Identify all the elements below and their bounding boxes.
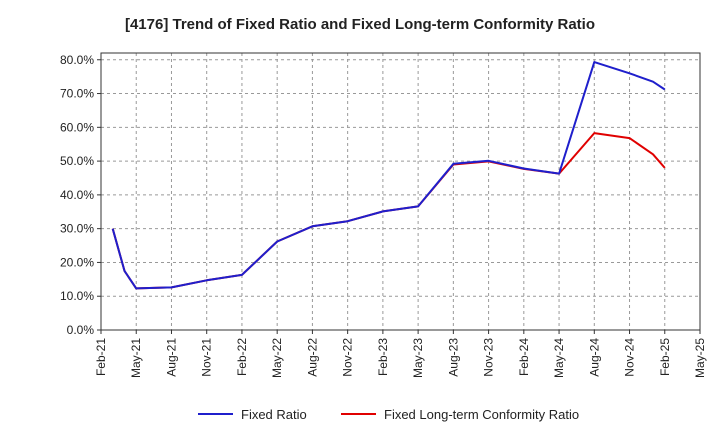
- x-tick-label: Feb-22: [235, 338, 249, 376]
- y-tick-label: 60.0%: [60, 120, 94, 134]
- chart-title: [4176] Trend of Fixed Ratio and Fixed Lo…: [124, 16, 596, 33]
- x-tick-label: Feb-21: [94, 338, 108, 376]
- y-tick-label: 80.0%: [60, 53, 94, 67]
- x-tick-label: Aug-23: [446, 338, 460, 377]
- x-tick-label: Feb-24: [517, 338, 531, 376]
- x-tick-label: May-24: [552, 338, 566, 378]
- y-tick-label: 0.0%: [67, 323, 95, 337]
- x-tick-label: Feb-25: [658, 338, 672, 376]
- y-tick-label: 30.0%: [60, 222, 94, 236]
- x-tick-label: Nov-22: [341, 338, 355, 377]
- y-tick-label: 20.0%: [60, 255, 94, 269]
- y-tick-label: 40.0%: [60, 188, 94, 202]
- x-tick-label: Nov-24: [623, 338, 637, 377]
- y-tick-label: 70.0%: [60, 87, 94, 101]
- series-line-fixed-ratio: [111, 61, 666, 290]
- y-tick-label: 50.0%: [60, 154, 94, 168]
- legend-fixed-long-term-conformity-ratio-label: Fixed Long-term Conformity Ratio: [384, 407, 579, 422]
- x-tick-label: May-25: [693, 338, 707, 378]
- x-tick-label: Aug-24: [587, 338, 601, 377]
- x-tick-label: Feb-23: [376, 338, 390, 376]
- x-tick-label: May-23: [411, 338, 425, 378]
- x-tick-label: May-22: [270, 338, 284, 378]
- legend-fixed-ratio-label: Fixed Ratio: [241, 407, 307, 422]
- x-tick-label: Aug-22: [305, 338, 319, 377]
- x-tick-label: May-21: [129, 338, 143, 378]
- plot-frame: [100, 52, 701, 331]
- x-tick-label: Nov-23: [482, 338, 496, 377]
- x-tick-label: Nov-21: [200, 338, 214, 377]
- x-tick-label: Aug-21: [164, 338, 178, 377]
- y-tick-label: 10.0%: [60, 289, 94, 303]
